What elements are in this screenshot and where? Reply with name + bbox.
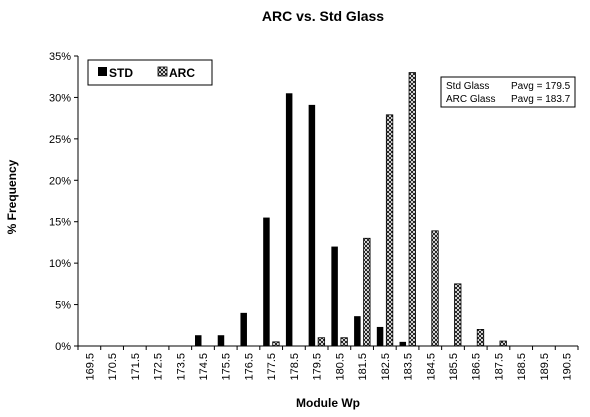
x-axis-title: Module Wp xyxy=(296,396,360,410)
x-tick-label: 185.5 xyxy=(448,353,460,381)
x-axis-ticks: 169.5 170.5 171.5 172.5 173.5 174.5 175.5 176.5… xyxy=(77,346,579,381)
bar-arc xyxy=(454,283,462,347)
y-axis-title: % Frequency xyxy=(5,159,19,234)
x-tick-label: 177.5 xyxy=(266,353,278,381)
y-tick-label: 25% xyxy=(49,134,71,146)
stats-label-arc: ARC Glass xyxy=(446,94,495,105)
y-tick-label: 35% xyxy=(49,51,71,63)
x-tick-label: 190.5 xyxy=(562,353,574,381)
bar-std xyxy=(263,217,270,346)
legend-label-arc: ARC xyxy=(169,66,195,80)
x-tick-label: 169.5 xyxy=(84,353,96,381)
bar-std xyxy=(195,335,202,346)
x-tick-label: 178.5 xyxy=(289,353,301,381)
y-tick-label: 10% xyxy=(49,258,71,270)
legend: STD ARC xyxy=(87,59,213,86)
legend-label-std: STD xyxy=(109,66,133,80)
bar-arc xyxy=(363,237,371,347)
stats-value-arc: Pavg = 183.7 xyxy=(511,94,571,105)
x-tick-label: 176.5 xyxy=(243,353,255,381)
stats-value-std: Pavg = 179.5 xyxy=(511,81,571,92)
chart-title: ARC vs. Std Glass xyxy=(262,8,384,24)
x-tick-label: 189.5 xyxy=(539,353,551,381)
legend-box xyxy=(87,59,213,86)
x-tick-label: 188.5 xyxy=(516,353,528,381)
x-tick-label: 171.5 xyxy=(130,353,142,381)
legend-swatch-std xyxy=(98,67,107,76)
bar-std xyxy=(399,341,407,346)
x-tick-label: 174.5 xyxy=(198,353,210,381)
y-tick-label: 0% xyxy=(55,341,71,353)
x-tick-label: 179.5 xyxy=(312,353,324,381)
x-tick-label: 181.5 xyxy=(357,353,369,381)
y-tick-label: 15% xyxy=(49,217,71,229)
bar-std xyxy=(376,326,384,346)
stats-box: Std Glass Pavg = 179.5 ARC Glass Pavg = … xyxy=(440,76,576,108)
y-tick-label: 5% xyxy=(55,300,71,312)
bar-arc xyxy=(272,341,280,347)
bar-arc xyxy=(317,337,326,347)
bars xyxy=(195,72,507,347)
legend-swatch-arc xyxy=(157,66,168,77)
stats-box-frame xyxy=(440,76,576,108)
bar-std xyxy=(217,335,225,346)
x-tick-label: 170.5 xyxy=(107,353,119,381)
bar-arc xyxy=(385,114,394,347)
x-tick-label: 175.5 xyxy=(221,353,233,381)
y-axis-ticks: 0% 5% 10% 15% 20% 25% 30% 35% xyxy=(49,51,78,353)
x-tick-label: 172.5 xyxy=(153,353,165,381)
y-tick-label: 20% xyxy=(49,175,71,187)
x-tick-label: 183.5 xyxy=(403,353,415,381)
y-tick-label: 30% xyxy=(49,92,71,104)
bar-std xyxy=(354,316,361,346)
bar-std xyxy=(308,104,316,346)
x-tick-label: 187.5 xyxy=(493,353,505,381)
stats-label-std: Std Glass xyxy=(446,81,489,92)
x-tick-label: 184.5 xyxy=(425,353,437,381)
x-tick-label: 182.5 xyxy=(380,353,392,381)
bar-arc xyxy=(499,340,507,347)
bar-std xyxy=(285,93,293,347)
bar-std xyxy=(331,246,338,346)
x-tick-label: 173.5 xyxy=(175,353,187,381)
bar-arc xyxy=(476,329,485,347)
x-tick-label: 180.5 xyxy=(334,353,346,381)
bar-arc xyxy=(340,337,348,347)
bar-arc xyxy=(431,230,439,347)
bar-arc xyxy=(408,72,416,347)
bar-std xyxy=(240,312,247,346)
x-tick-label: 186.5 xyxy=(471,353,483,381)
